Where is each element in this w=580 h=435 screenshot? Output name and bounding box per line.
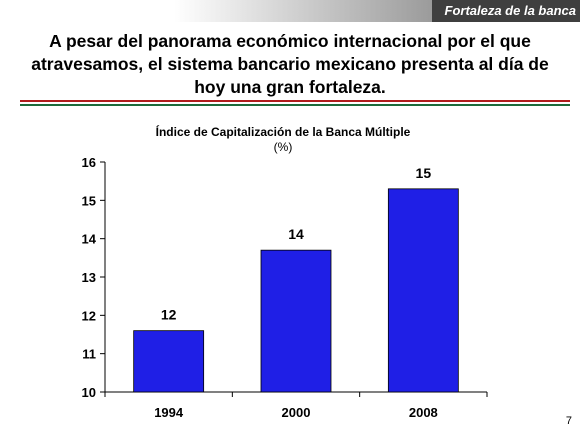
- x-tick-label: 1994: [154, 405, 184, 420]
- chart-subtitle: (%): [274, 140, 293, 154]
- x-tick-label: 2000: [282, 405, 311, 420]
- plot-area: 10 11 12 13 14 15 16 12 1994 14 2000 15 2008: [82, 155, 488, 420]
- bar-2000: [260, 249, 332, 393]
- y-tick-label: 11: [82, 347, 96, 362]
- y-tick-label: 13: [82, 270, 96, 285]
- data-label: 14: [288, 226, 304, 242]
- divider-red: [20, 100, 570, 102]
- y-tick-label: 14: [82, 232, 97, 247]
- y-tick-label: 15: [82, 193, 96, 208]
- y-tick-label: 16: [82, 155, 96, 170]
- x-tick-label: 2008: [409, 405, 438, 420]
- bar-1994: [133, 330, 205, 393]
- divider-green: [20, 104, 570, 106]
- y-tick-label: 12: [82, 308, 96, 323]
- page-number: 7: [565, 415, 572, 427]
- data-label: 15: [416, 165, 432, 181]
- chart-title: Índice de Capitalización de la Banca Múl…: [156, 124, 411, 139]
- y-tick-label: 10: [82, 385, 96, 400]
- headline: A pesar del panorama económico internaci…: [31, 31, 549, 97]
- bar-2008: [387, 188, 459, 393]
- data-label: 12: [161, 307, 177, 323]
- section-tag: Fortaleza de la banca: [432, 0, 580, 22]
